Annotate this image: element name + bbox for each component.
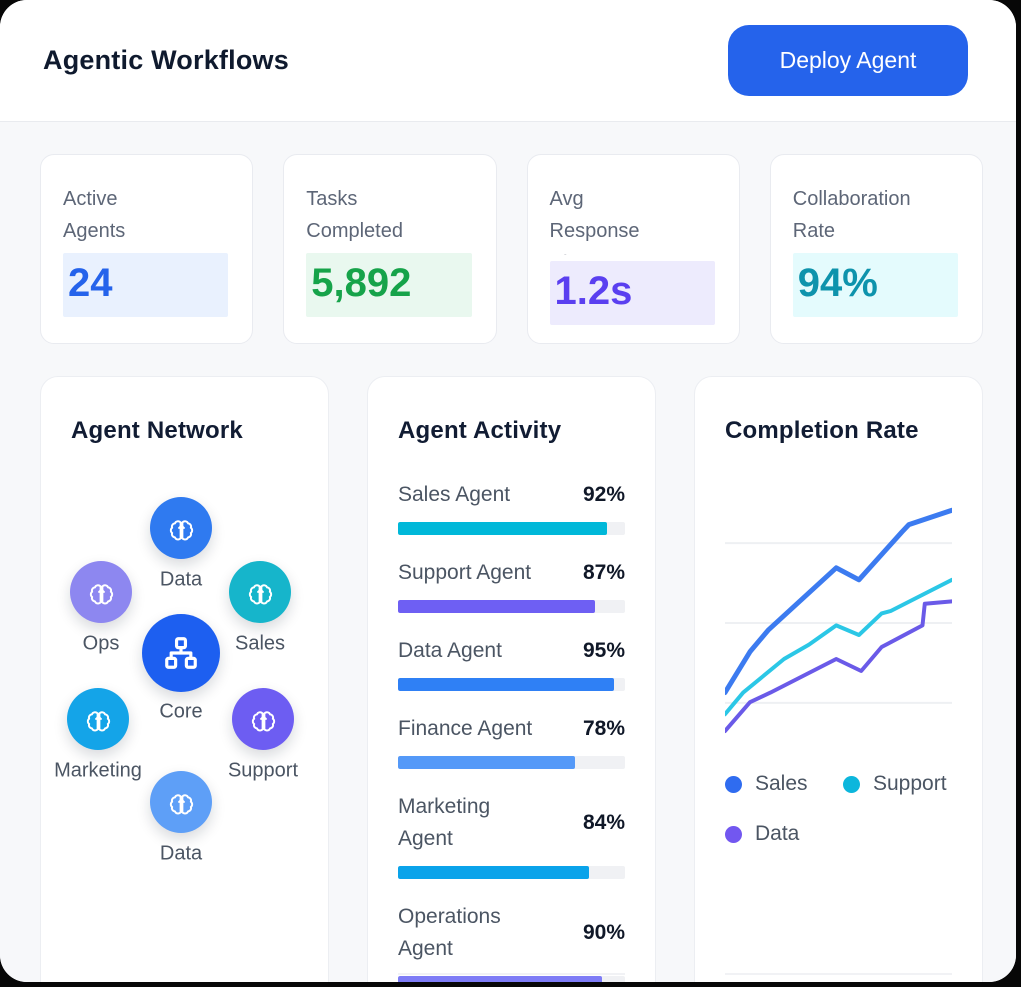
network-node-sales[interactable] [229, 561, 291, 623]
panels-row: Agent Network Data Ops Sales Core Marketing S… [40, 376, 983, 982]
brain-icon [86, 577, 117, 608]
activity-row-percent: 95% [582, 639, 625, 662]
legend-item-support[interactable]: Support [843, 769, 952, 799]
line-series-data [725, 599, 952, 733]
brain-icon [245, 577, 276, 608]
activity-row-label: Finance Agent [398, 717, 533, 740]
brain-icon [166, 787, 197, 818]
stat-label: Tasks Completed [306, 188, 403, 242]
activity-row-label: Operations Agent [398, 905, 501, 960]
brain-icon [248, 704, 279, 735]
network-node-label: Marketing [54, 759, 142, 782]
network-node-label: Data [159, 568, 203, 591]
activity-bar-track [398, 522, 625, 535]
activity-row: Support Agent 87% [398, 557, 625, 613]
activity-row-label: Support Agent [398, 561, 532, 584]
panel-title: Agent Activity [398, 417, 562, 444]
network-canvas: Data Ops Sales Core Marketing Support Data [54, 459, 299, 929]
line-series-sales [725, 507, 952, 696]
legend-dot-icon [725, 825, 742, 843]
stat-label: Avg Response [549, 188, 640, 242]
completion-rate-panel: Completion Rate Sales Support Data [694, 376, 983, 982]
agent-network-panel: Agent Network Data Ops Sales Core Marketing S… [40, 376, 329, 982]
activity-bar-fill [398, 976, 603, 982]
chart-legend: Sales Support Data [725, 769, 952, 849]
activity-bar-track [398, 678, 625, 691]
line-series-support [725, 577, 952, 717]
activity-row-label: Marketing Agent [398, 795, 491, 850]
network-node-label: Ops [82, 632, 120, 655]
deploy-agent-button[interactable]: Deploy Agent [728, 25, 968, 96]
legend-label: Data [755, 822, 800, 845]
network-node-label: Support [227, 759, 299, 782]
sitemap-icon [162, 634, 200, 672]
stat-value: 94% [792, 253, 958, 317]
page-title: Agentic Workflows [43, 45, 289, 75]
legend-dot-icon [843, 775, 860, 793]
network-node-data[interactable] [150, 497, 212, 559]
network-node-label: Data [159, 842, 203, 865]
activity-row-percent: 92% [582, 483, 625, 506]
activity-row-percent: 90% [582, 921, 625, 944]
network-node-support[interactable] [232, 688, 294, 750]
stat-value: 5,892 [306, 253, 472, 317]
line-chart-wrap [725, 503, 952, 743]
network-node-marketing[interactable] [67, 688, 129, 750]
activity-bar-track [398, 976, 625, 982]
activity-row: Operations Agent 90% [398, 901, 625, 982]
activity-bar-fill [398, 522, 607, 535]
activity-row-percent: 84% [582, 811, 625, 834]
network-node-data-2[interactable] [150, 771, 212, 833]
legend-item-sales[interactable]: Sales [725, 769, 843, 799]
stat-label: Collaboration Rate [792, 188, 911, 242]
legend-label: Support [873, 772, 947, 795]
header: Agentic Workflows Deploy Agent [0, 0, 1016, 122]
legend-label: Sales [755, 772, 808, 795]
activity-row: Sales Agent 92% [398, 479, 625, 535]
stat-label: Active Agents [63, 188, 126, 242]
legend-item-data[interactable]: Data [725, 819, 843, 849]
activity-row-percent: 87% [582, 561, 625, 584]
activity-row: Finance Agent 78% [398, 713, 625, 769]
activity-row: Marketing Agent 84% [398, 791, 625, 879]
activity-row-label: Sales Agent [398, 483, 511, 506]
panel-bottom-divider [725, 973, 952, 975]
stat-card: Active Agents 24 [40, 154, 254, 344]
stray-period: . [550, 247, 715, 255]
panel-title: Agent Network [71, 417, 243, 444]
legend-dot-icon [725, 775, 742, 793]
activity-row-label: Data Agent [398, 639, 502, 662]
agent-activity-panel: Agent Activity Sales Agent 92% Support Age… [367, 376, 656, 982]
activity-bar-track [398, 866, 625, 879]
brain-icon [83, 704, 114, 735]
content: Active Agents 24 Tasks Completed 5,892 Avg Resp… [0, 122, 1016, 982]
activity-rows: Sales Agent 92% Support Agent 87% Data Agent… [398, 479, 625, 982]
network-node-ops[interactable] [70, 561, 132, 623]
stat-value: 1.2s [549, 261, 715, 325]
activity-bar-fill [398, 756, 576, 769]
completion-line-chart [725, 507, 952, 733]
stat-card: Collaboration Rate 94% [769, 154, 983, 344]
activity-bar-fill [398, 600, 596, 613]
activity-bar-fill [398, 866, 589, 879]
panel-title: Completion Rate [725, 417, 919, 444]
network-node-label: Sales [234, 632, 286, 655]
stats-row: Active Agents 24 Tasks Completed 5,892 Avg Resp… [40, 154, 983, 344]
brain-icon [166, 513, 197, 544]
activity-bar-track [398, 600, 625, 613]
panel-bottom-divider [398, 973, 625, 975]
network-node-label: Core [159, 700, 203, 723]
stat-value: 24 [63, 253, 229, 317]
activity-row-percent: 78% [582, 717, 625, 740]
activity-bar-track [398, 756, 625, 769]
stat-card: Tasks Completed 5,892 [283, 154, 497, 344]
network-node-core[interactable] [142, 614, 220, 692]
activity-bar-fill [398, 678, 614, 691]
activity-row: Data Agent 95% [398, 635, 625, 691]
